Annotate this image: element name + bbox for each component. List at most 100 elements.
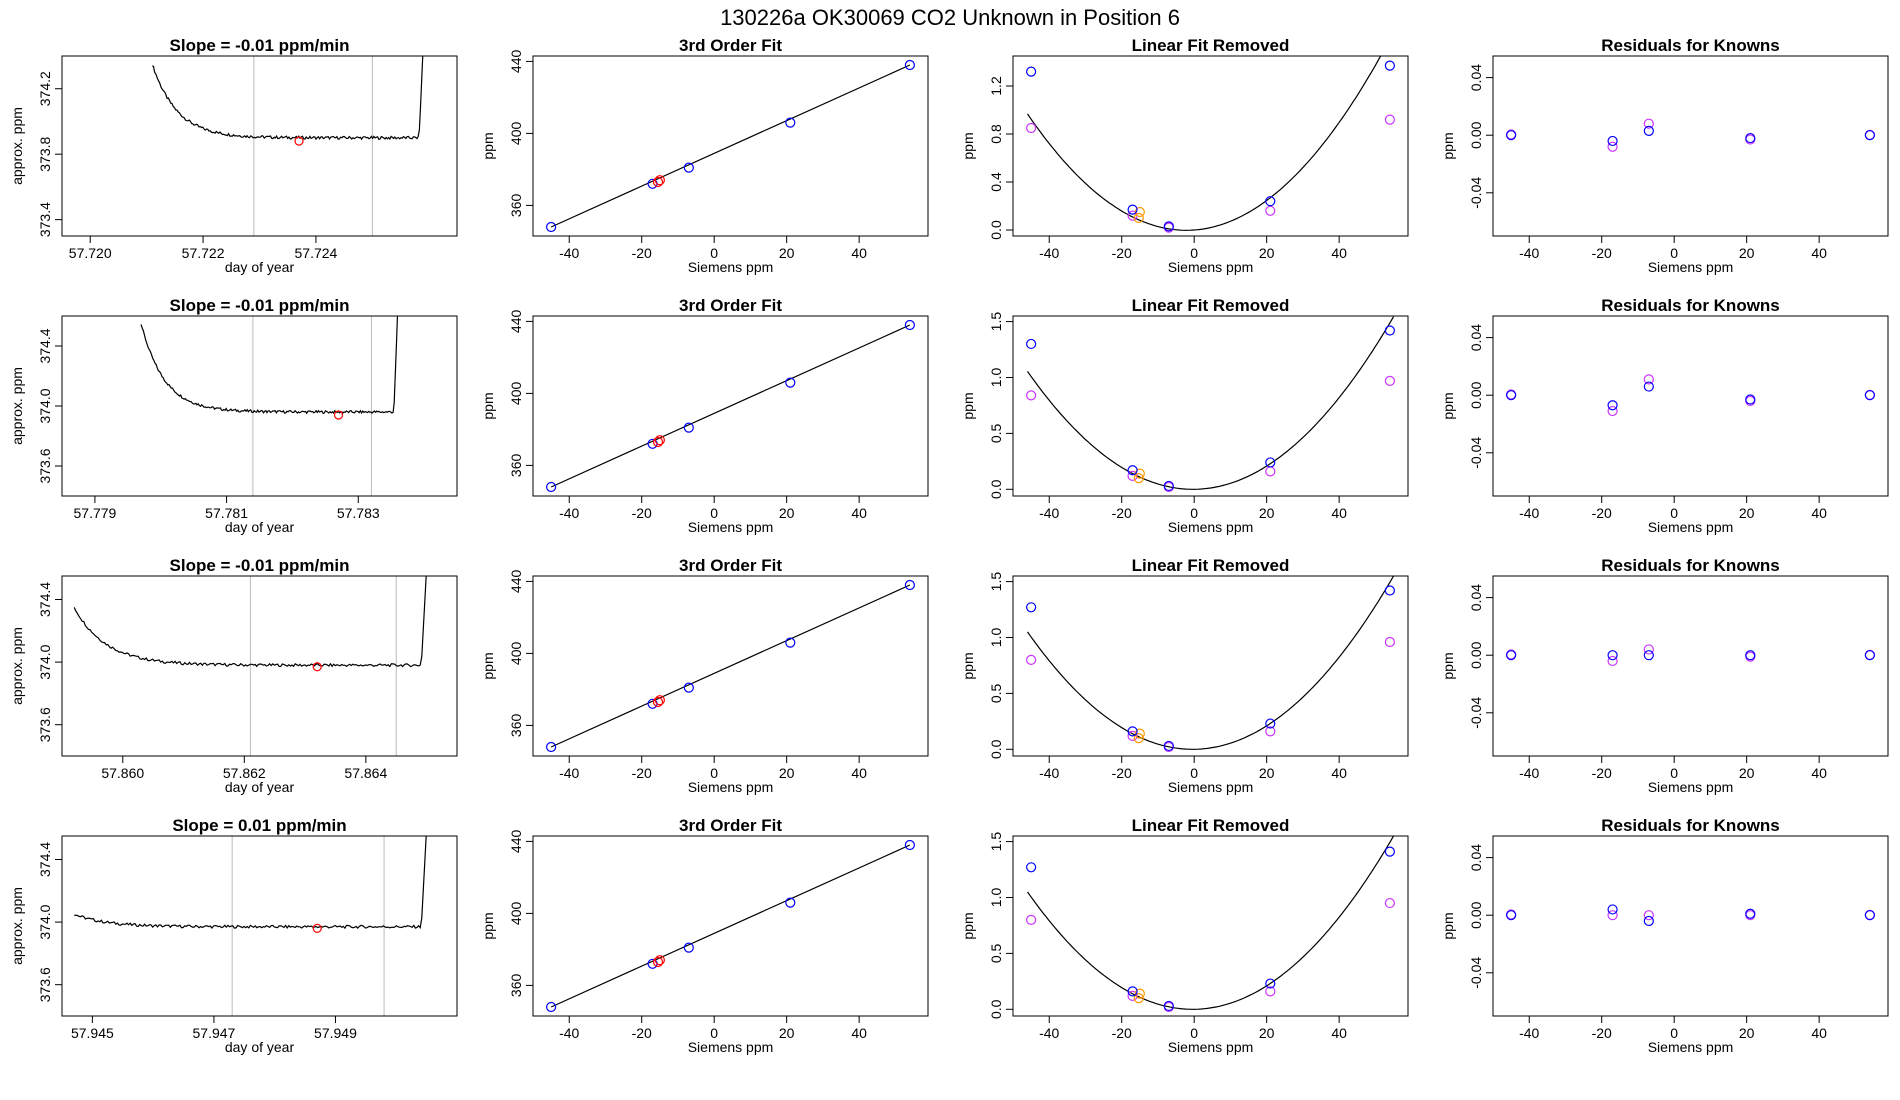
standard-point: [1265, 457, 1276, 468]
cal-point: [1265, 986, 1276, 997]
plot-area: [1506, 644, 1875, 667]
plot-frame: [532, 55, 929, 237]
panel-r1-c0: Slope = -0.01 ppm/min 57.779 57.781 57.783 3…: [9, 296, 458, 535]
standard-point: [1163, 221, 1174, 232]
y-tick-label: 0.0: [988, 739, 1004, 759]
y-axis-label: ppm: [1440, 912, 1456, 939]
x-tick-label: 40: [1811, 245, 1827, 261]
panel-r3-c0: Slope = 0.01 ppm/min 57.945 57.947 57.949 37…: [9, 816, 458, 1055]
cal-point: [1643, 644, 1654, 655]
y-tick-label: 360: [508, 194, 524, 218]
x-tick-label: 20: [779, 765, 795, 781]
cal-point: [1127, 990, 1138, 1001]
x-tick-label: 0: [1190, 505, 1198, 521]
x-axis-label: Siemens ppm: [1168, 259, 1254, 275]
standard-point: [1607, 135, 1618, 147]
y-tick-label: 0.04: [1468, 64, 1484, 91]
y-tick-label: 0.4: [988, 172, 1004, 192]
y-tick-label: 1.0: [988, 888, 1004, 908]
fit-line: [550, 584, 911, 748]
y-tick-label: 0.00: [1468, 901, 1484, 928]
cal-point: [1384, 375, 1395, 386]
y-tick-label: 0.0: [988, 999, 1004, 1019]
y-axis-label: ppm: [960, 392, 976, 419]
plot-frame: [61, 575, 458, 757]
y-tick-label: 373.6: [37, 448, 53, 483]
x-tick-label: -20: [1592, 245, 1612, 261]
x-axis-label: Siemens ppm: [1648, 1039, 1734, 1055]
x-axis-label: Siemens ppm: [688, 519, 774, 535]
x-axis-label: Siemens ppm: [1648, 519, 1734, 535]
x-tick-label: 20: [1259, 765, 1275, 781]
x-tick-label: 40: [851, 505, 867, 521]
unknown-point: [652, 956, 664, 968]
x-axis-label: Siemens ppm: [1648, 779, 1734, 795]
panel-r0-c0: Slope = -0.01 ppm/min 57.720 57.722 57.724 3…: [9, 36, 458, 275]
x-tick-label: 0: [1190, 1025, 1198, 1041]
y-axis-label: approx. ppm: [9, 367, 25, 445]
y-tick-label: 374.4: [37, 328, 53, 363]
panel-title: Residuals for Knowns: [1601, 296, 1780, 315]
standard-point: [1643, 915, 1654, 927]
standard-point: [1127, 726, 1138, 737]
plot-area: [1026, 836, 1395, 1013]
standard-point: [1265, 718, 1276, 729]
y-axis-label: ppm: [480, 132, 496, 159]
standard-point: [546, 481, 557, 493]
panel-title: Slope = -0.01 ppm/min: [170, 36, 350, 55]
standard-point: [683, 422, 694, 433]
y-tick-label: 0.04: [1468, 324, 1484, 351]
y-tick-label: -0.04: [1468, 177, 1484, 209]
standard-point: [1026, 602, 1037, 613]
x-tick-label: 57.781: [205, 505, 248, 521]
x-tick-label: 57.862: [223, 765, 266, 781]
panel-title: Residuals for Knowns: [1601, 816, 1780, 835]
standard-point: [1607, 650, 1618, 661]
standard-point: [1745, 394, 1756, 405]
x-tick-label: 0: [1670, 245, 1678, 261]
cal-point: [1384, 897, 1395, 909]
y-axis-label: ppm: [960, 652, 976, 679]
x-tick-label: 40: [1811, 1025, 1827, 1041]
x-tick-label: -40: [559, 765, 579, 781]
standard-point: [1127, 204, 1138, 215]
x-tick-label: 57.779: [74, 505, 117, 521]
y-tick-label: 400: [508, 382, 524, 406]
y-tick-label: 374.2: [37, 71, 53, 106]
plot-area: [1506, 904, 1875, 927]
plot-area: [73, 576, 427, 756]
y-tick-label: 0.04: [1468, 584, 1484, 611]
x-axis-label: Siemens ppm: [688, 1039, 774, 1055]
standard-point: [1163, 740, 1174, 752]
standard-point: [1384, 60, 1395, 71]
panel-title: Residuals for Knowns: [1601, 36, 1780, 55]
plot-frame: [1012, 315, 1409, 497]
x-tick-label: -40: [559, 1025, 579, 1041]
panel-title: Linear Fit Removed: [1132, 296, 1290, 315]
concentration-trace: [74, 836, 427, 930]
reference-point: [1134, 206, 1145, 218]
cal-point: [1607, 141, 1618, 152]
panel-r0-c1: 3rd Order Fit -40 -20 0 20 40 360 400 440 Siemens…: [480, 36, 929, 275]
quadratic-curve: [1027, 316, 1395, 490]
x-tick-label: 40: [1811, 505, 1827, 521]
cal-point: [1384, 636, 1395, 648]
x-axis-label: Siemens ppm: [1168, 519, 1254, 535]
panel-title: Residuals for Knowns: [1601, 556, 1780, 575]
unknown-point: [652, 436, 664, 448]
cal-point: [1607, 405, 1618, 417]
standard-point: [1864, 130, 1875, 141]
x-tick-label: 57.720: [69, 245, 112, 261]
standard-point: [1506, 130, 1517, 141]
y-axis-label: approx. ppm: [9, 107, 25, 185]
standard-point: [1745, 908, 1756, 919]
y-tick-label: 360: [508, 974, 524, 998]
unknown-point: [654, 695, 665, 706]
y-tick-label: 1.5: [988, 312, 1004, 332]
x-tick-label: 0: [1670, 765, 1678, 781]
x-axis-label: Siemens ppm: [688, 779, 774, 795]
x-tick-label: 40: [851, 765, 867, 781]
y-tick-label: 374.4: [37, 582, 53, 617]
